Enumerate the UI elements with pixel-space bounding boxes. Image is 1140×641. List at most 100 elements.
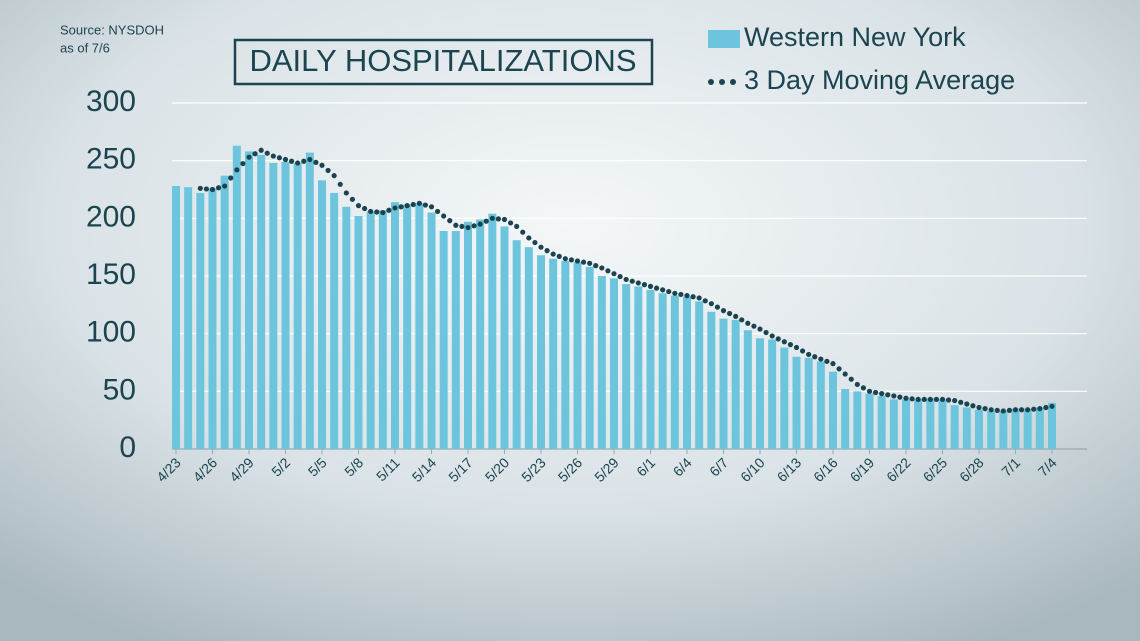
average-dot-between bbox=[1018, 407, 1025, 413]
bar bbox=[646, 289, 655, 449]
bar bbox=[792, 356, 801, 449]
bar bbox=[768, 339, 777, 449]
average-dot-between bbox=[276, 155, 283, 161]
average-dot-between bbox=[775, 336, 781, 342]
average-dot-between bbox=[361, 205, 368, 212]
average-dot bbox=[939, 396, 946, 403]
y-tick-label: 200 bbox=[86, 200, 136, 233]
average-dot bbox=[550, 251, 556, 257]
bar bbox=[1023, 408, 1032, 449]
average-dot-between bbox=[240, 160, 246, 167]
average-dot bbox=[842, 371, 848, 377]
bar bbox=[257, 154, 266, 449]
average-dot bbox=[1049, 403, 1055, 409]
bar bbox=[865, 393, 874, 449]
average-dot-between bbox=[325, 167, 331, 174]
average-dot bbox=[246, 154, 252, 160]
average-dot-between bbox=[264, 150, 270, 156]
bar bbox=[622, 284, 631, 449]
average-dot-between bbox=[580, 259, 587, 265]
bar bbox=[415, 203, 424, 449]
average-dot bbox=[672, 290, 678, 296]
average-dot bbox=[1000, 408, 1006, 414]
average-dot bbox=[927, 396, 933, 403]
bar bbox=[342, 206, 351, 449]
average-dot-between bbox=[507, 220, 514, 226]
bar bbox=[975, 409, 983, 449]
y-tick-label: 50 bbox=[103, 373, 136, 406]
average-dot-between bbox=[921, 396, 927, 403]
average-dot-between bbox=[544, 248, 550, 254]
average-dot-between bbox=[252, 151, 258, 157]
average-dot-between bbox=[459, 223, 465, 230]
bar bbox=[853, 391, 862, 449]
bar bbox=[537, 255, 545, 449]
bar bbox=[391, 202, 399, 449]
average-dot bbox=[611, 271, 617, 277]
bar bbox=[987, 410, 996, 449]
bar bbox=[427, 212, 436, 449]
average-dot bbox=[380, 209, 386, 216]
bar bbox=[902, 399, 910, 449]
bar bbox=[889, 399, 898, 449]
average-dot bbox=[635, 280, 641, 286]
average-dot bbox=[258, 147, 264, 153]
average-dot-between bbox=[982, 406, 988, 412]
average-dot-between bbox=[897, 394, 903, 400]
bar bbox=[804, 357, 813, 449]
bar bbox=[293, 162, 302, 449]
average-dot bbox=[964, 401, 970, 407]
average-dot-between bbox=[447, 218, 453, 224]
average-dot bbox=[806, 351, 812, 358]
legend-swatch bbox=[708, 30, 740, 48]
average-dot bbox=[441, 213, 447, 219]
average-dot bbox=[331, 173, 337, 179]
average-dot-between bbox=[337, 181, 343, 187]
bar bbox=[330, 192, 339, 449]
bar bbox=[743, 330, 752, 449]
bar bbox=[573, 262, 582, 449]
average-dot bbox=[1025, 407, 1031, 413]
average-dot-between bbox=[374, 209, 380, 215]
average-dot-between bbox=[617, 273, 623, 280]
average-dot bbox=[404, 203, 410, 209]
average-dot bbox=[854, 381, 860, 388]
bar bbox=[683, 296, 691, 449]
average-dot-between bbox=[288, 158, 295, 164]
average-dot bbox=[976, 404, 982, 411]
average-dot bbox=[915, 396, 921, 403]
bar bbox=[305, 152, 314, 450]
average-dot bbox=[282, 156, 289, 163]
average-dot bbox=[501, 216, 508, 223]
average-dot-between bbox=[228, 175, 234, 181]
average-dot-between bbox=[520, 229, 526, 235]
bar bbox=[451, 231, 460, 449]
average-dot-between bbox=[556, 253, 562, 259]
average-dot-between bbox=[739, 317, 745, 323]
average-dot bbox=[781, 339, 787, 345]
average-dot bbox=[879, 391, 885, 397]
y-tick-label: 100 bbox=[86, 316, 136, 349]
chart-title: DAILY HOSPITALIZATIONS bbox=[249, 43, 636, 78]
source-date: as of 7/6 bbox=[60, 40, 110, 55]
bar bbox=[561, 261, 570, 449]
average-dot-between bbox=[945, 397, 952, 403]
average-dot bbox=[696, 295, 702, 301]
average-dot-between bbox=[301, 158, 307, 164]
average-dot-between bbox=[605, 268, 611, 274]
average-dot bbox=[757, 326, 763, 332]
y-tick-label: 250 bbox=[86, 143, 136, 176]
bar bbox=[184, 187, 193, 449]
average-dot-between bbox=[386, 207, 392, 213]
average-dot-between bbox=[313, 159, 319, 165]
average-dot-between bbox=[702, 298, 708, 304]
average-dot bbox=[1012, 407, 1019, 413]
bar bbox=[524, 247, 533, 449]
bar bbox=[208, 188, 217, 449]
average-dot-between bbox=[215, 185, 222, 191]
average-dot bbox=[952, 397, 958, 404]
average-dot-between bbox=[824, 358, 830, 364]
bar bbox=[488, 213, 497, 449]
average-dot bbox=[708, 301, 714, 307]
